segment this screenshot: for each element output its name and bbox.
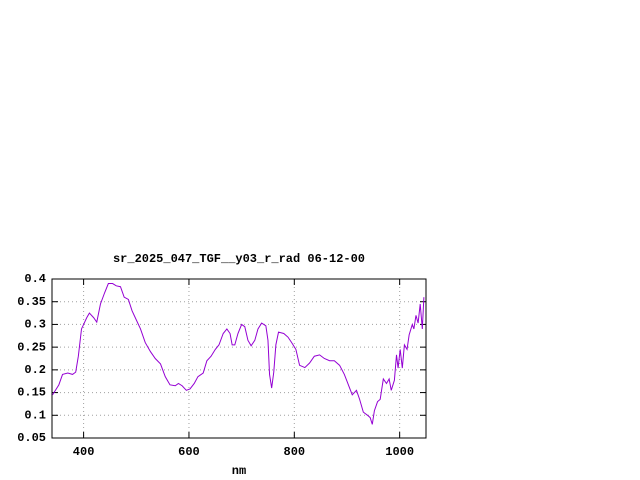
x-axis-label: nm	[232, 464, 246, 478]
data-line	[52, 283, 425, 425]
plot-border	[51, 278, 427, 439]
x-tick-label: 400	[73, 445, 95, 459]
y-tick-label: 0.35	[17, 295, 46, 309]
y-tick-label: 0.2	[24, 363, 46, 377]
y-tick-label: 0.05	[17, 431, 46, 445]
y-tick-label: 0.3	[24, 318, 46, 332]
x-tick-label: 600	[178, 445, 200, 459]
y-tick-label: 0.4	[24, 272, 46, 286]
y-tick-label: 0.25	[17, 340, 46, 354]
x-tick-label: 800	[284, 445, 306, 459]
x-tick-label: 1000	[385, 445, 414, 459]
chart-title: sr_2025_047_TGF__y03_r_rad 06-12-00	[113, 252, 365, 266]
y-tick-label: 0.1	[24, 408, 46, 422]
y-tick-label: 0.15	[17, 386, 46, 400]
